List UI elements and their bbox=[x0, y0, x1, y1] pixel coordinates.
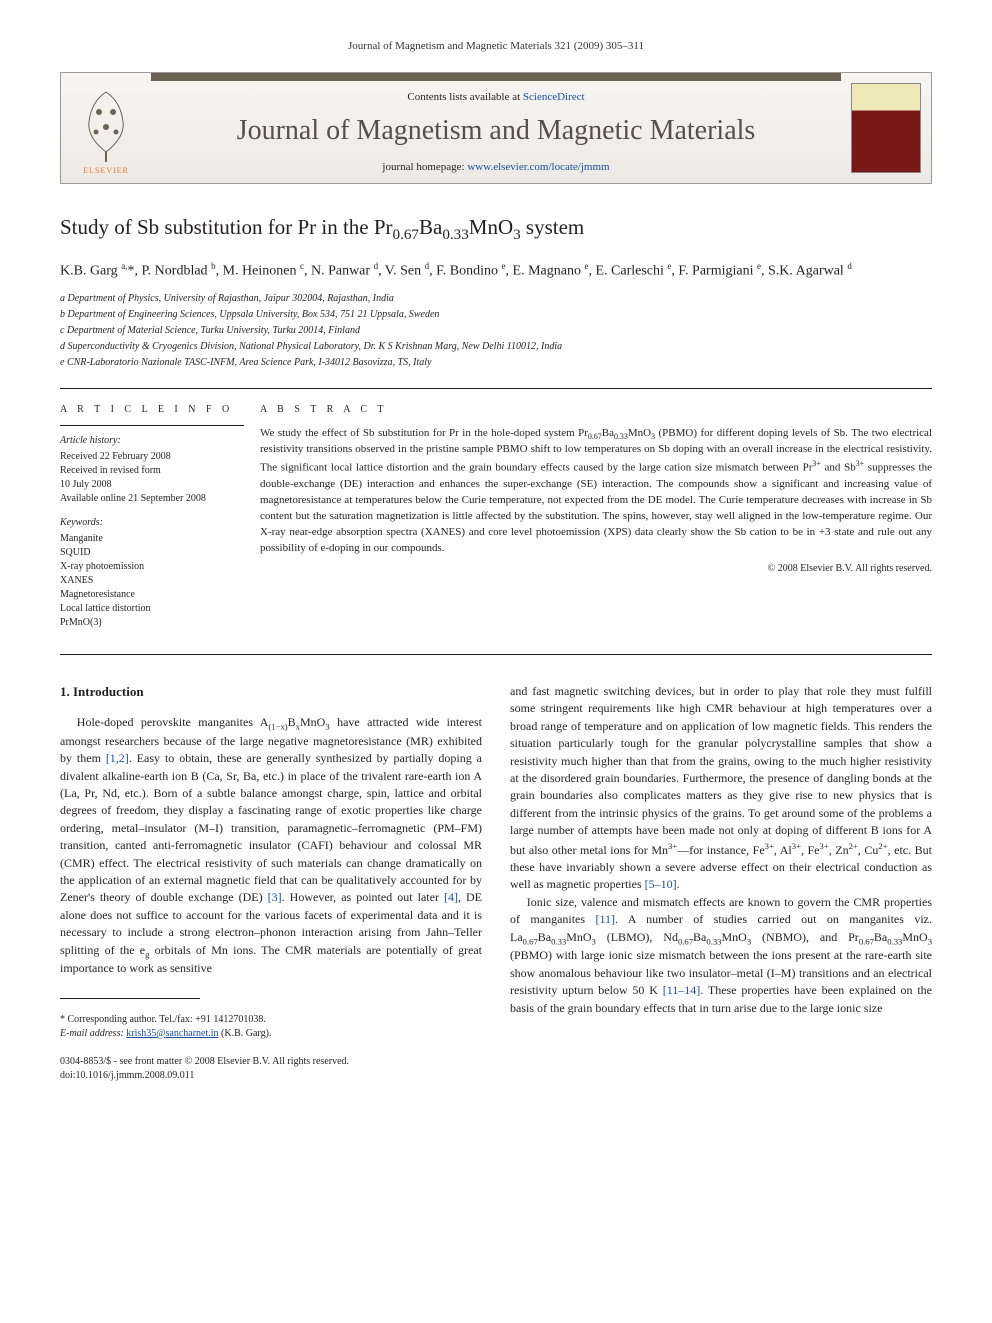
page-root: Journal of Magnetism and Magnetic Materi… bbox=[0, 0, 992, 1113]
journal-cover-icon bbox=[851, 83, 921, 173]
section-heading: 1. Introduction bbox=[60, 683, 482, 702]
history-item: Available online 21 September 2008 bbox=[60, 492, 244, 506]
doi-line: doi:10.1016/j.jmmm.2008.09.011 bbox=[60, 1069, 932, 1083]
history-item: 10 July 2008 bbox=[60, 478, 244, 492]
meta-abstract-row: A R T I C L E I N F O Article history: R… bbox=[60, 388, 932, 655]
affiliation-list: a Department of Physics, University of R… bbox=[60, 291, 932, 370]
homepage-prefix: journal homepage: bbox=[382, 161, 467, 173]
contents-available-line: Contents lists available at ScienceDirec… bbox=[407, 91, 584, 103]
publisher-name: ELSEVIER bbox=[83, 166, 129, 175]
affiliation-item: d Superconductivity & Cryogenics Divisio… bbox=[60, 339, 932, 354]
affiliation-item: a Department of Physics, University of R… bbox=[60, 291, 932, 306]
masthead-center: Contents lists available at ScienceDirec… bbox=[151, 73, 841, 183]
keywords-label: Keywords: bbox=[60, 516, 244, 530]
email-label: E-mail address: bbox=[60, 1028, 126, 1039]
abstract-copyright: © 2008 Elsevier B.V. All rights reserved… bbox=[260, 562, 932, 577]
publisher-logo-block: ELSEVIER bbox=[61, 73, 151, 183]
email-line: E-mail address: krish35@sancharnet.in (K… bbox=[60, 1027, 482, 1041]
body-paragraph: Ionic size, valence and mismatch effects… bbox=[510, 894, 932, 1017]
journal-name: Journal of Magnetism and Magnetic Materi… bbox=[237, 115, 756, 147]
contents-prefix: Contents lists available at bbox=[407, 91, 522, 103]
journal-homepage-link[interactable]: www.elsevier.com/locate/jmmm bbox=[467, 161, 609, 173]
keyword-item: Magnetoresistance bbox=[60, 588, 244, 602]
elsevier-tree-icon bbox=[71, 82, 141, 162]
section-title: Introduction bbox=[73, 684, 144, 699]
affiliation-item: e CNR-Laboratorio Nazionale TASC-INFM, A… bbox=[60, 355, 932, 370]
keyword-item: PrMnO(3) bbox=[60, 616, 244, 630]
author-list: K.B. Garg a,*, P. Nordblad b, M. Heinone… bbox=[60, 260, 932, 281]
footnote-divider-icon bbox=[60, 998, 200, 999]
masthead: ELSEVIER Contents lists available at Sci… bbox=[60, 72, 932, 184]
history-item: Received 22 February 2008 bbox=[60, 450, 244, 464]
keyword-item: XANES bbox=[60, 574, 244, 588]
body-paragraph: and fast magnetic switching devices, but… bbox=[510, 683, 932, 894]
corresponding-author-note: * Corresponding author. Tel./fax: +91 14… bbox=[60, 1013, 482, 1027]
article-history-block: Article history: Received 22 February 20… bbox=[60, 434, 244, 506]
sciencedirect-link[interactable]: ScienceDirect bbox=[523, 91, 585, 103]
keywords-block: Keywords: Manganite SQUID X-ray photoemi… bbox=[60, 516, 244, 630]
email-suffix: (K.B. Garg). bbox=[219, 1028, 272, 1039]
keyword-item: Manganite bbox=[60, 532, 244, 546]
abstract-heading: A B S T R A C T bbox=[260, 403, 932, 418]
front-matter-line: 0304-8853/$ - see front matter © 2008 El… bbox=[60, 1055, 932, 1069]
abstract-text: We study the effect of Sb substitution f… bbox=[260, 426, 932, 557]
affiliation-item: b Department of Engineering Sciences, Up… bbox=[60, 307, 932, 322]
keyword-item: X-ray photoemission bbox=[60, 560, 244, 574]
history-item: Received in revised form bbox=[60, 464, 244, 478]
article-info-column: A R T I C L E I N F O Article history: R… bbox=[60, 389, 260, 654]
abstract-column: A B S T R A C T We study the effect of S… bbox=[260, 389, 932, 654]
running-head: Journal of Magnetism and Magnetic Materi… bbox=[60, 40, 932, 52]
cover-thumb-block bbox=[841, 73, 931, 183]
body-paragraph: Hole-doped perovskite manganites A(1−x)B… bbox=[60, 714, 482, 978]
article-title: Study of Sb substitution for Pr in the P… bbox=[60, 214, 932, 246]
footer-meta: 0304-8853/$ - see front matter © 2008 El… bbox=[60, 1055, 932, 1083]
homepage-line: journal homepage: www.elsevier.com/locat… bbox=[382, 161, 609, 173]
history-label: Article history: bbox=[60, 434, 244, 448]
section-number: 1. bbox=[60, 684, 70, 699]
divider-icon bbox=[60, 425, 244, 426]
body-columns: 1. Introduction Hole-doped perovskite ma… bbox=[60, 683, 932, 1041]
footnote-block: * Corresponding author. Tel./fax: +91 14… bbox=[60, 1013, 482, 1041]
affiliation-item: c Department of Material Science, Turku … bbox=[60, 323, 932, 338]
author-email-link[interactable]: krish35@sancharnet.in bbox=[126, 1028, 218, 1039]
article-info-heading: A R T I C L E I N F O bbox=[60, 403, 244, 417]
keyword-item: Local lattice distortion bbox=[60, 602, 244, 616]
keyword-item: SQUID bbox=[60, 546, 244, 560]
